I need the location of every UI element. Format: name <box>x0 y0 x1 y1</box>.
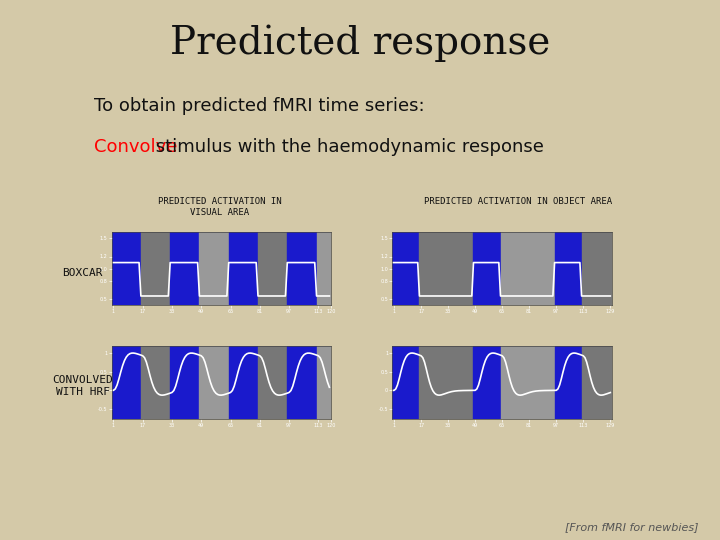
Bar <box>199 346 229 418</box>
Bar <box>287 232 317 305</box>
Text: BOXCAR: BOXCAR <box>63 268 103 278</box>
Text: stimulus with the haemodynamic response: stimulus with the haemodynamic response <box>150 138 544 156</box>
Bar <box>258 232 287 305</box>
Bar <box>317 346 331 418</box>
Bar <box>199 232 229 305</box>
Text: Convolve: Convolve <box>94 138 177 156</box>
Bar <box>554 232 582 305</box>
Bar <box>392 346 420 418</box>
Bar <box>474 232 500 305</box>
Bar <box>317 232 331 305</box>
Bar <box>170 232 199 305</box>
Bar <box>170 346 199 418</box>
Text: To obtain predicted f​MRI time series:: To obtain predicted f​MRI time series: <box>94 97 424 115</box>
Bar <box>392 232 420 305</box>
Bar <box>500 346 554 418</box>
Bar <box>141 232 170 305</box>
Text: Predicted response: Predicted response <box>170 24 550 62</box>
Bar <box>229 232 258 305</box>
Bar <box>229 346 258 418</box>
Bar <box>582 346 612 418</box>
Text: PREDICTED ACTIVATION IN OBJECT AREA: PREDICTED ACTIVATION IN OBJECT AREA <box>424 197 613 206</box>
Bar <box>141 346 170 418</box>
Bar <box>287 346 317 418</box>
Bar <box>582 232 612 305</box>
Bar <box>112 346 141 418</box>
Bar <box>474 346 500 418</box>
Bar <box>420 346 474 418</box>
Text: [From fMRI for newbies]: [From fMRI for newbies] <box>565 522 698 532</box>
Bar <box>420 232 474 305</box>
Text: PREDICTED ACTIVATION IN
VISUAL AREA: PREDICTED ACTIVATION IN VISUAL AREA <box>158 197 282 217</box>
Text: CONVOLVED
WITH HRF: CONVOLVED WITH HRF <box>53 375 113 397</box>
Bar <box>500 232 554 305</box>
Bar <box>258 346 287 418</box>
Bar <box>112 232 141 305</box>
Bar <box>554 346 582 418</box>
